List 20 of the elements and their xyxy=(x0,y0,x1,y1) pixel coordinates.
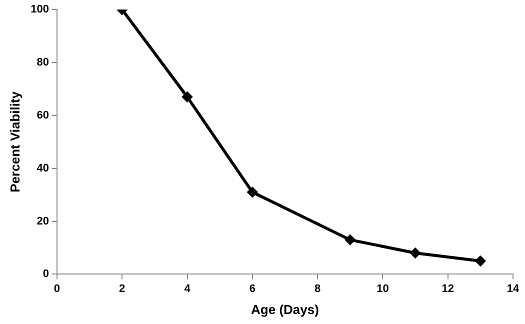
y-tick-label: 0 xyxy=(42,268,49,280)
point xyxy=(247,187,258,198)
y-tick-label: 100 xyxy=(30,4,49,16)
x-tick-label: 8 xyxy=(314,282,321,295)
y-tick-label: 60 xyxy=(36,109,49,122)
x-tick-label: 0 xyxy=(54,282,60,295)
point xyxy=(345,234,356,245)
x-tick-label: 10 xyxy=(376,282,389,295)
x-tick-label: 14 xyxy=(506,282,520,295)
y-tick-label: 40 xyxy=(36,162,49,174)
y-axis-title: Percent Viability xyxy=(7,90,22,192)
point xyxy=(410,248,420,258)
x-axis-title: Age (Days) xyxy=(251,302,319,317)
x-tick-label: 4 xyxy=(184,282,192,295)
y-tick-label: 20 xyxy=(36,215,49,228)
x-tick-label: 2 xyxy=(119,282,126,295)
x-tick-label: 12 xyxy=(442,282,454,295)
point xyxy=(475,256,486,266)
y-tick-label: 80 xyxy=(36,56,49,69)
x-tick-label: 6 xyxy=(249,282,256,295)
